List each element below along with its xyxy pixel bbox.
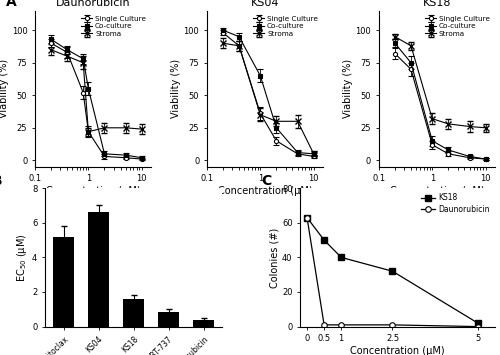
X-axis label: Concentration (μM): Concentration (μM) [350, 346, 445, 355]
Line: KS18: KS18 [304, 215, 480, 326]
KS18 [304, 215, 310, 220]
Bar [88, 212, 109, 327]
X-axis label: Concentration (μM): Concentration (μM) [390, 186, 484, 196]
Daunorubicin [338, 323, 344, 327]
KS18 [475, 321, 481, 325]
Bar [193, 320, 214, 327]
Text: B: B [0, 174, 2, 188]
KS18 [321, 238, 327, 242]
Y-axis label: Viability (%): Viability (%) [0, 59, 9, 118]
Daunorubicin [304, 215, 310, 220]
Title: Daunorubicin: Daunorubicin [56, 0, 130, 9]
Y-axis label: Viability (%): Viability (%) [342, 59, 352, 118]
Legend: Single Culture, Co-culture, Stroma: Single Culture, Co-culture, Stroma [424, 14, 492, 38]
Text: C: C [261, 174, 272, 188]
Line: Daunorubicin: Daunorubicin [304, 215, 480, 329]
Legend: KS18, Daunorubicin: KS18, Daunorubicin [420, 192, 491, 215]
Daunorubicin [321, 323, 327, 327]
Title: KS04: KS04 [251, 0, 279, 9]
Title: KS18: KS18 [422, 0, 451, 9]
Daunorubicin [475, 324, 481, 329]
Y-axis label: EC$_{50}$ (μM): EC$_{50}$ (μM) [15, 233, 29, 282]
Legend: Single Culture, Co-culture, Stroma: Single Culture, Co-culture, Stroma [252, 14, 320, 38]
Daunorubicin [390, 323, 396, 327]
X-axis label: Concentration (μM): Concentration (μM) [46, 186, 140, 196]
Bar [53, 236, 74, 327]
KS18 [338, 255, 344, 260]
X-axis label: Concentration (μM): Concentration (μM) [218, 186, 312, 196]
Legend: Single Culture, Co-culture, Stroma: Single Culture, Co-culture, Stroma [80, 14, 148, 38]
Bar [158, 312, 179, 327]
Bar [123, 299, 144, 327]
Text: A: A [6, 0, 16, 9]
Y-axis label: Viability (%): Viability (%) [171, 59, 181, 118]
KS18 [390, 269, 396, 273]
Y-axis label: Colonies (#): Colonies (#) [269, 227, 279, 288]
